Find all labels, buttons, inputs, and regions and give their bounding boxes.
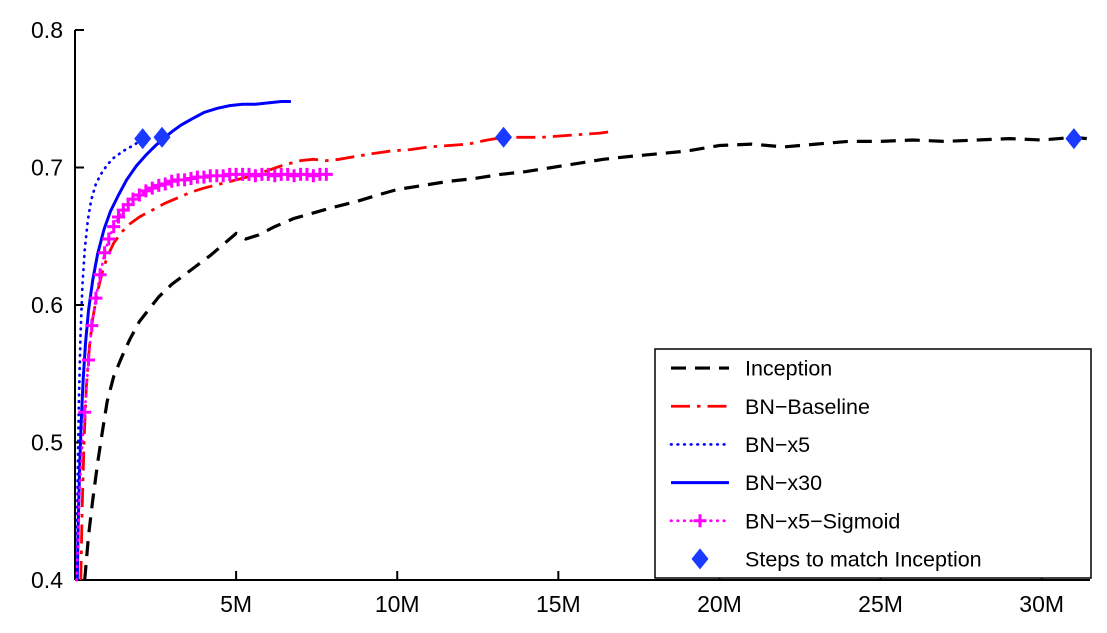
legend-label-steps-to-match-inception: Steps to match Inception <box>745 547 982 571</box>
x-tick-label: 30M <box>1019 591 1064 617</box>
y-tick-label: 0.5 <box>31 430 63 456</box>
legend-label-bn-x5-sigmoid: BN−x5−Sigmoid <box>745 509 900 533</box>
legend-marker-bn-x5-sigmoid <box>693 514 707 528</box>
x-tick-label: 15M <box>536 591 581 617</box>
y-tick-label: 0.4 <box>31 567 63 593</box>
x-tick-label: 10M <box>375 591 420 617</box>
y-tick-label: 0.7 <box>31 155 63 181</box>
series-line-inception <box>83 135 1087 581</box>
match-inception-diamond <box>1065 128 1083 150</box>
series-markers-bn-x5-sigmoid <box>78 167 333 419</box>
y-tick-label: 0.8 <box>31 17 63 43</box>
match-inception-diamond <box>134 128 152 150</box>
x-tick-label: 20M <box>697 591 742 617</box>
series-line-bn-baseline <box>79 130 611 581</box>
match-inception-diamond <box>153 126 171 148</box>
legend-box <box>654 348 1092 579</box>
y-tick-label: 0.6 <box>31 292 63 318</box>
legend-marker-steps-to-match-inception <box>691 548 709 570</box>
legend-label-bn-baseline: BN−Baseline <box>745 395 870 419</box>
legend-label-inception: Inception <box>745 357 832 381</box>
x-tick-label: 25M <box>858 591 903 617</box>
series-line-bn-x5 <box>75 137 146 582</box>
x-tick-label: 5M <box>220 591 252 617</box>
match-inception-diamond <box>495 126 513 148</box>
legend-label-bn-x30: BN−x30 <box>745 471 822 495</box>
legend-label-bn-x5: BN−x5 <box>745 433 810 457</box>
